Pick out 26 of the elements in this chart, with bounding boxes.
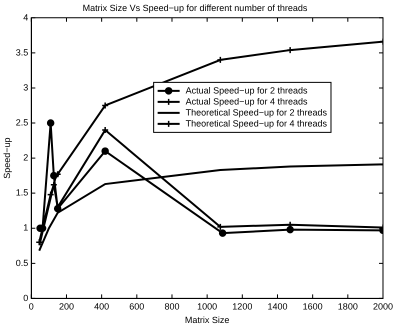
x-tick-label: 800 — [164, 301, 180, 312]
x-tick-label: 1800 — [338, 301, 358, 312]
y-tick-label: 3.5 — [16, 47, 28, 58]
y-axis-title: Speed−up — [2, 137, 12, 179]
x-tick-label: 1200 — [232, 301, 252, 312]
y-tick-label: 1 — [23, 222, 28, 233]
y-tick-label: 0.5 — [16, 258, 28, 268]
x-axis-title: Matrix Size — [184, 315, 230, 326]
y-tick-label: 4 — [23, 12, 28, 22]
x-tick-label: 1600 — [302, 301, 323, 312]
y-tick-label: 0 — [23, 292, 28, 303]
x-tick-label: 2000 — [372, 301, 394, 312]
x-tick-label: 1400 — [267, 301, 288, 312]
legend-label: Actual Speed−up for 4 threads — [186, 96, 308, 106]
y-tick-label: 1.5 — [16, 188, 28, 198]
y-tick-label: 2 — [23, 152, 28, 163]
chart-title: Matrix Size Vs Speed−up for different number of threads — [82, 2, 308, 13]
y-tick-label: 3 — [23, 82, 28, 92]
x-tick-label: 1000 — [197, 301, 218, 312]
legend-label: Theoretical Speed−up for 4 threads — [186, 118, 328, 128]
legend-label: Actual Speed−up for 2 threads — [186, 85, 308, 96]
x-tick-label: 400 — [94, 301, 110, 312]
y-tick-label: 2.5 — [16, 118, 28, 128]
legend-label: Theoretical Speed−up for 2 threads — [186, 107, 328, 118]
x-tick-label: 200 — [58, 301, 74, 312]
x-tick-label: 600 — [129, 301, 144, 312]
